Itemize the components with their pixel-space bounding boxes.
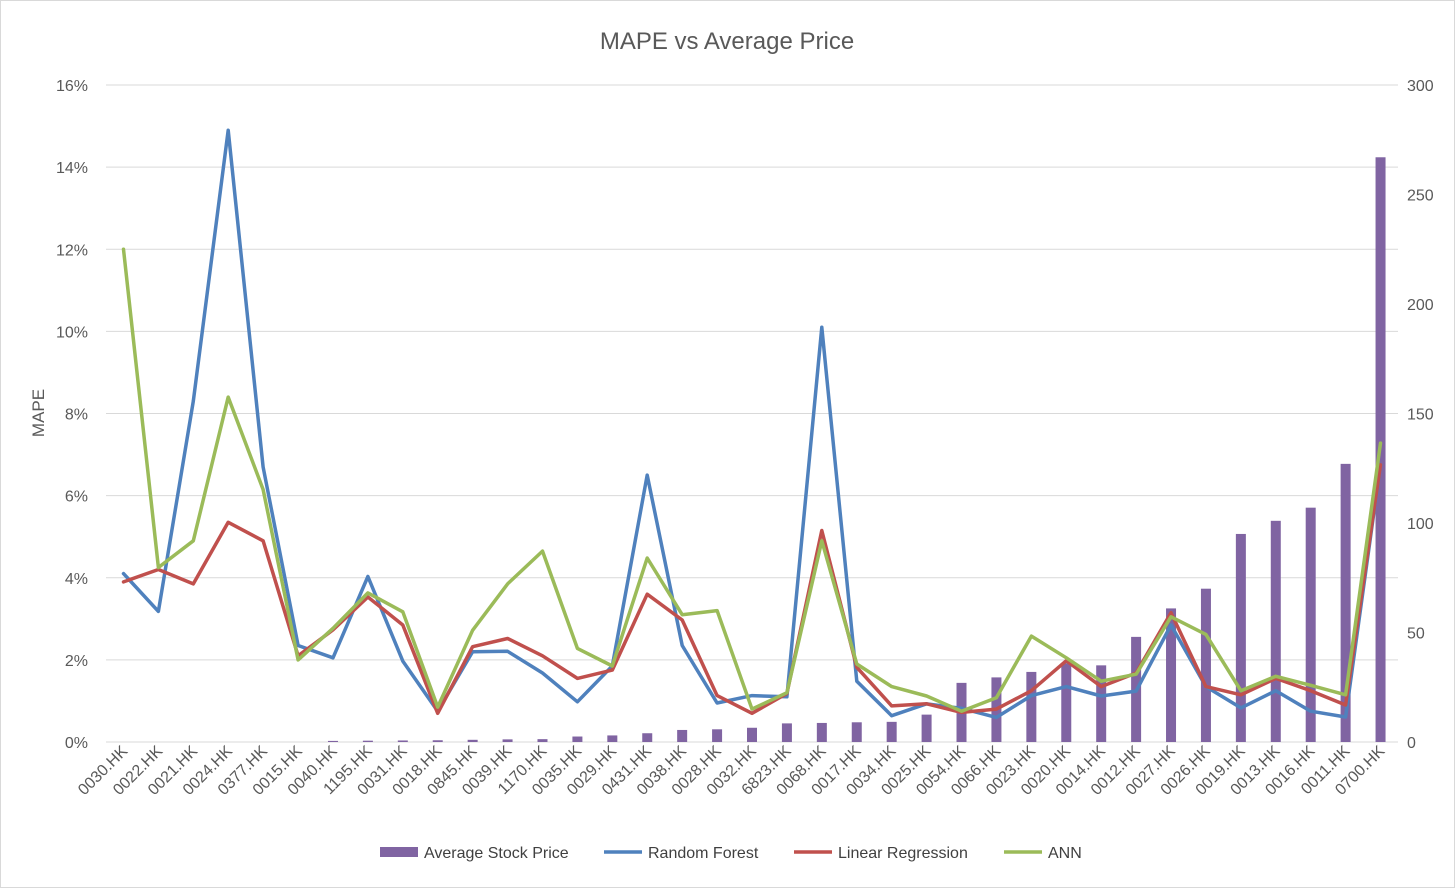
- y-tick-label: 12%: [56, 242, 88, 259]
- series-line-linear-regression: [121, 463, 1383, 716]
- legend-label: Linear Regression: [838, 845, 968, 862]
- legend: Average Stock Price Random Forest Linear R…: [380, 845, 1082, 862]
- price-bar: [432, 740, 443, 742]
- price-bar: [1340, 463, 1351, 742]
- price-bar: [607, 735, 618, 742]
- y-tick-label: 4%: [65, 571, 88, 588]
- price-bar: [851, 722, 862, 742]
- legend-label: Random Forest: [648, 845, 759, 862]
- legend-label: ANN: [1048, 845, 1082, 862]
- y-tick-label: 0%: [65, 735, 88, 752]
- y2-tick-label: 100: [1407, 516, 1434, 533]
- y2-tick-label: 250: [1407, 188, 1434, 205]
- price-bar: [1096, 665, 1107, 742]
- y2-tick-label: 50: [1407, 626, 1425, 643]
- bar-series: [327, 157, 1386, 742]
- y-tick-label: 10%: [56, 324, 88, 341]
- price-bar: [886, 721, 897, 742]
- price-bar: [642, 733, 653, 742]
- price-bar: [1166, 608, 1177, 742]
- price-bar: [1235, 533, 1246, 742]
- price-bar: [327, 740, 338, 742]
- y2-tick-label: 150: [1407, 407, 1434, 424]
- legend-swatch: [380, 847, 418, 857]
- y-tick-label: 2%: [65, 653, 88, 670]
- price-bar: [816, 722, 827, 742]
- price-bar: [781, 723, 792, 742]
- y-tick-label: 14%: [56, 160, 88, 177]
- y-tick-label: 6%: [65, 489, 88, 506]
- price-bar: [921, 714, 932, 742]
- legend-label: Average Stock Price: [424, 845, 569, 862]
- x-axis-ticks: 0030.HK0022.HK0021.HK0024.HK0377.HK0015.…: [75, 743, 1388, 799]
- y2-tick-label: 200: [1407, 297, 1434, 314]
- price-bar: [712, 729, 723, 742]
- y-axis-title: MAPE: [29, 389, 48, 437]
- y-tick-label: 16%: [56, 78, 88, 95]
- series-line-random-forest: [121, 128, 1383, 720]
- grid-lines: [106, 84, 1398, 743]
- y2-tick-label: 0: [1407, 735, 1416, 752]
- series-line-ann: [121, 247, 1383, 713]
- price-bar: [502, 739, 513, 742]
- y2-tick-label: 300: [1407, 78, 1434, 95]
- price-bar: [1026, 671, 1037, 742]
- y-tick-label: 8%: [65, 407, 88, 424]
- line-series: [121, 128, 1383, 720]
- price-bar: [747, 727, 757, 742]
- price-bar: [397, 740, 408, 742]
- right-axis-ticks: 0 50 100 150 200 250 300: [1407, 78, 1434, 752]
- price-bar: [1305, 507, 1316, 742]
- chart-title: MAPE vs Average Price: [600, 28, 854, 55]
- price-bar: [677, 729, 688, 742]
- price-bar: [1270, 520, 1281, 742]
- price-bar: [1061, 663, 1072, 742]
- left-axis-ticks: 0% 2% 4% 6% 8% 10% 12% 14% 16%: [56, 78, 88, 752]
- price-bar: [467, 739, 478, 742]
- price-bar: [362, 740, 373, 742]
- price-bar: [572, 736, 583, 742]
- price-bar: [1200, 588, 1211, 742]
- price-bar: [537, 739, 548, 742]
